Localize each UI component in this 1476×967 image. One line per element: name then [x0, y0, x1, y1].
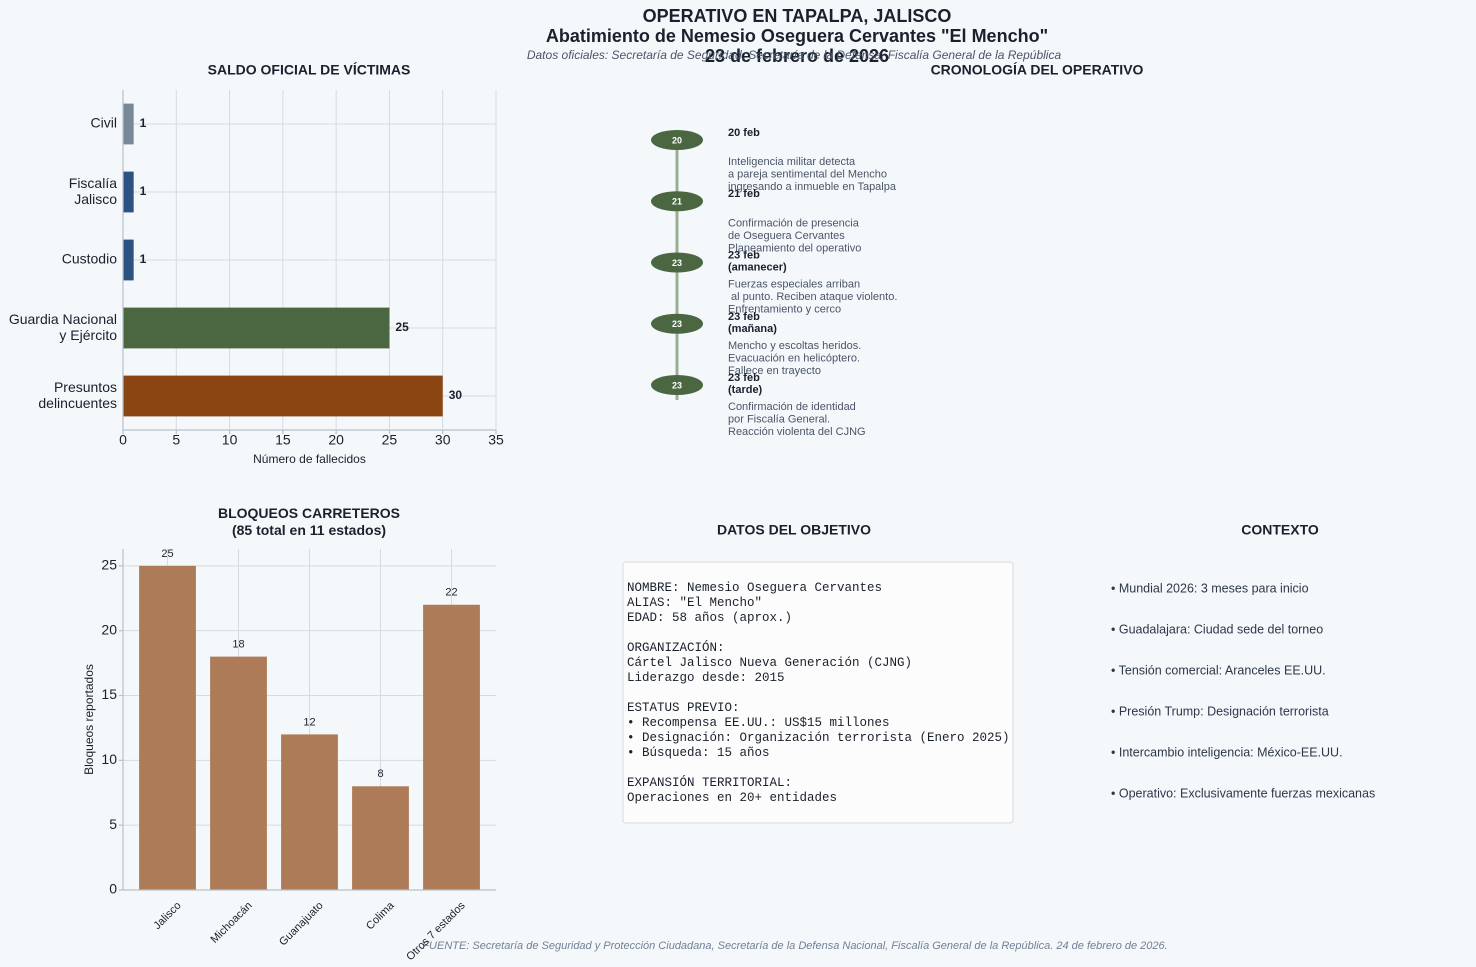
x-tick-label: 10: [222, 432, 238, 448]
bar: [123, 171, 134, 213]
y-tick-label: 15: [101, 686, 117, 702]
value-label: 25: [395, 320, 409, 334]
timeline-title: CRONOLOGÍA DEL OPERATIVO: [931, 62, 1144, 78]
timeline-text: Mencho y escoltas heridos. Evacuación en …: [728, 340, 861, 377]
context-title: CONTEXTO: [1241, 522, 1319, 538]
x-tick-label: 5: [172, 432, 180, 448]
value-label: 1: [140, 252, 147, 266]
bar: [423, 604, 480, 890]
chart-title: BLOQUEOS CARRETEROS (85 total en 11 estad…: [218, 505, 400, 538]
target-box: [622, 561, 1014, 824]
target-text: NOMBRE: Nemesio Oseguera Cervantes ALIAS:…: [627, 581, 1010, 805]
context-item: • Tensión comercial: Aranceles EE.UU.: [1111, 663, 1326, 677]
timeline-node: [651, 313, 703, 334]
category-label: Custodio: [62, 251, 117, 267]
timeline-text: Inteligencia militar detecta a pareja sen…: [728, 156, 897, 193]
context-item: • Mundial 2026: 3 meses para inicio: [1111, 581, 1309, 595]
y-tick-label: 25: [101, 557, 117, 573]
y-tick-label: 5: [109, 816, 117, 832]
context-item: • Presión Trump: Designación terrorista: [1111, 704, 1329, 718]
timeline-node: [651, 252, 703, 273]
category-label: Fiscalía Jalisco: [69, 175, 117, 207]
x-tick-label: 15: [275, 432, 291, 448]
context-item: • Operativo: Exclusivamente fuerzas mexi…: [1111, 786, 1375, 800]
y-tick-label: 0: [109, 881, 117, 897]
timeline-date: 20 feb: [728, 127, 760, 139]
timeline-text: Confirmación de presencia de Oseguera Cer…: [728, 217, 861, 254]
value-label: 1: [140, 116, 147, 130]
footer: FUENTE: Secretaría de Seguridad y Protec…: [422, 940, 1167, 952]
timeline-text: Confirmación de identidad por Fiscalía Ge…: [728, 401, 866, 438]
timeline-node: [651, 191, 703, 212]
timeline-day: 23: [672, 319, 682, 329]
bar: [352, 786, 409, 890]
y-axis-label: Bloqueos reportados: [82, 664, 96, 775]
context-item: • Intercambio inteligencia: México-EE.UU…: [1111, 745, 1343, 759]
target-title: DATOS DEL OBJETIVO: [717, 522, 871, 538]
y-tick-label: 10: [101, 751, 117, 767]
timeline-node: [651, 130, 703, 150]
timeline-day: 20: [672, 135, 682, 145]
bar: [123, 375, 443, 417]
value-label: 8: [377, 768, 383, 780]
x-tick-label: 20: [328, 432, 344, 448]
bar: [210, 656, 267, 890]
x-tick-label: 35: [488, 432, 504, 448]
y-tick-label: 20: [101, 621, 117, 637]
value-label: 30: [449, 388, 463, 402]
timeline-date: 21 feb: [728, 188, 760, 200]
value-label: 25: [161, 548, 173, 560]
timeline-day: 23: [672, 258, 682, 268]
timeline-day: 23: [672, 380, 682, 390]
timeline-date: 23 feb (mañana): [728, 311, 777, 335]
page-subtitle: Datos oficiales: Secretaría de Seguridad…: [527, 48, 1062, 62]
timeline-day: 21: [672, 197, 682, 207]
timeline-text: Fuerzas especiales arriban al punto. Rec…: [728, 278, 897, 315]
bar: [281, 734, 338, 890]
bar: [123, 103, 134, 145]
chart-title: SALDO OFICIAL DE VÍCTIMAS: [208, 62, 411, 78]
x-tick-label: 0: [119, 432, 127, 448]
value-label: 18: [232, 639, 244, 651]
category-label: Civil: [91, 115, 117, 131]
timeline-node: [651, 375, 703, 395]
bar: [123, 307, 390, 349]
x-tick-label: 30: [435, 432, 451, 448]
x-tick-label: 25: [382, 432, 398, 448]
page-title: OPERATIVO EN TAPALPA, JALISCO Abatimiento…: [546, 6, 1048, 66]
context-item: • Guadalajara: Ciudad sede del torneo: [1111, 622, 1323, 636]
x-axis-label: Número de fallecidos: [253, 452, 366, 466]
value-label: 1: [140, 184, 147, 198]
bar: [123, 239, 134, 281]
value-label: 22: [445, 587, 457, 599]
timeline-date: 23 feb (amanecer): [728, 249, 787, 273]
category-label: Guardia Nacional y Ejército: [9, 311, 117, 343]
category-label: Presuntos delincuentes: [38, 379, 117, 411]
bar: [139, 565, 196, 890]
timeline-date: 23 feb (tarde): [728, 372, 763, 396]
value-label: 12: [303, 716, 315, 728]
